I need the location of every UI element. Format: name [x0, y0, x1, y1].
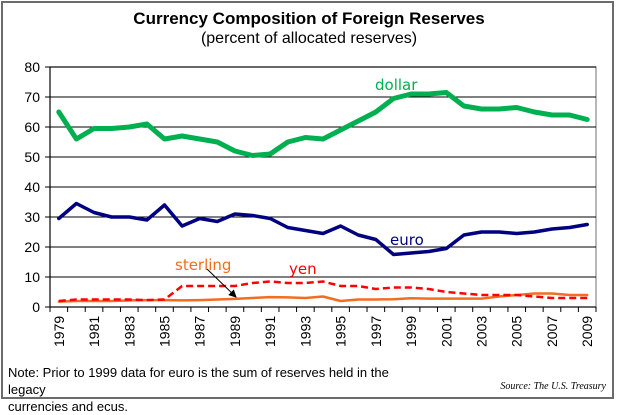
- footnote-line-1: Note: Prior to 1999 data for euro is the…: [8, 365, 389, 397]
- y-tick-label: 50: [24, 149, 40, 165]
- series-labels: dollar euro sterling yen: [175, 76, 424, 298]
- chart-subtitle: (percent of allocated reserves): [200, 30, 418, 47]
- x-tick-label: 1981: [86, 316, 102, 347]
- x-tick-label: 1987: [192, 316, 208, 347]
- x-tick-label: 1991: [262, 316, 278, 347]
- sterling-arrow: [206, 268, 237, 298]
- x-tick-label: 1989: [227, 316, 243, 347]
- gridlines: [49, 66, 597, 308]
- source-credit: Source: The U.S. Treasury: [500, 381, 606, 392]
- x-tick-label: 1997: [368, 316, 384, 347]
- x-tick-label: 1993: [297, 316, 313, 347]
- y-axis-ticks: 0 10 20 30 40 50 60 70 80: [24, 59, 50, 315]
- y-tick-label: 80: [24, 59, 40, 75]
- y-tick-label: 70: [24, 89, 40, 105]
- y-tick-label: 30: [24, 209, 40, 225]
- x-tick-label: 1995: [333, 316, 349, 347]
- dollar-line: [56, 90, 590, 158]
- series-lines: [56, 90, 590, 303]
- y-tick-label: 10: [24, 269, 40, 285]
- x-tick-label: 2005: [509, 316, 525, 347]
- yen-line: [58, 280, 588, 303]
- y-tick-label: 60: [24, 119, 40, 135]
- y-tick-label: 0: [32, 299, 40, 315]
- x-tick-label: 2003: [474, 316, 490, 347]
- chart-title: Currency Composition of Foreign Reserves: [133, 9, 485, 28]
- y-tick-label: 20: [24, 239, 40, 255]
- euro-line: [57, 201, 589, 257]
- euro-label: euro: [390, 231, 424, 249]
- dollar-label: dollar: [375, 76, 418, 94]
- x-tick-label: 1999: [403, 316, 419, 347]
- footnote-line-2: currencies and ecus.: [8, 399, 128, 414]
- yen-label: yen: [289, 260, 317, 278]
- x-tick-label: 2001: [438, 316, 454, 347]
- x-tick-label: 2009: [579, 316, 595, 347]
- x-tick-label: 1985: [156, 316, 172, 347]
- x-axis-ticks: 1979 1981 1983 1985 1987 1989 1991 1993 1995 1997…: [49, 307, 597, 347]
- sterling-label: sterling: [175, 256, 231, 274]
- x-tick-label: 1979: [51, 316, 67, 347]
- x-tick-label: 1983: [121, 316, 137, 347]
- x-tick-label: 2007: [544, 316, 560, 347]
- footnote: Note: Prior to 1999 data for euro is the…: [8, 364, 428, 415]
- y-tick-label: 40: [24, 179, 40, 195]
